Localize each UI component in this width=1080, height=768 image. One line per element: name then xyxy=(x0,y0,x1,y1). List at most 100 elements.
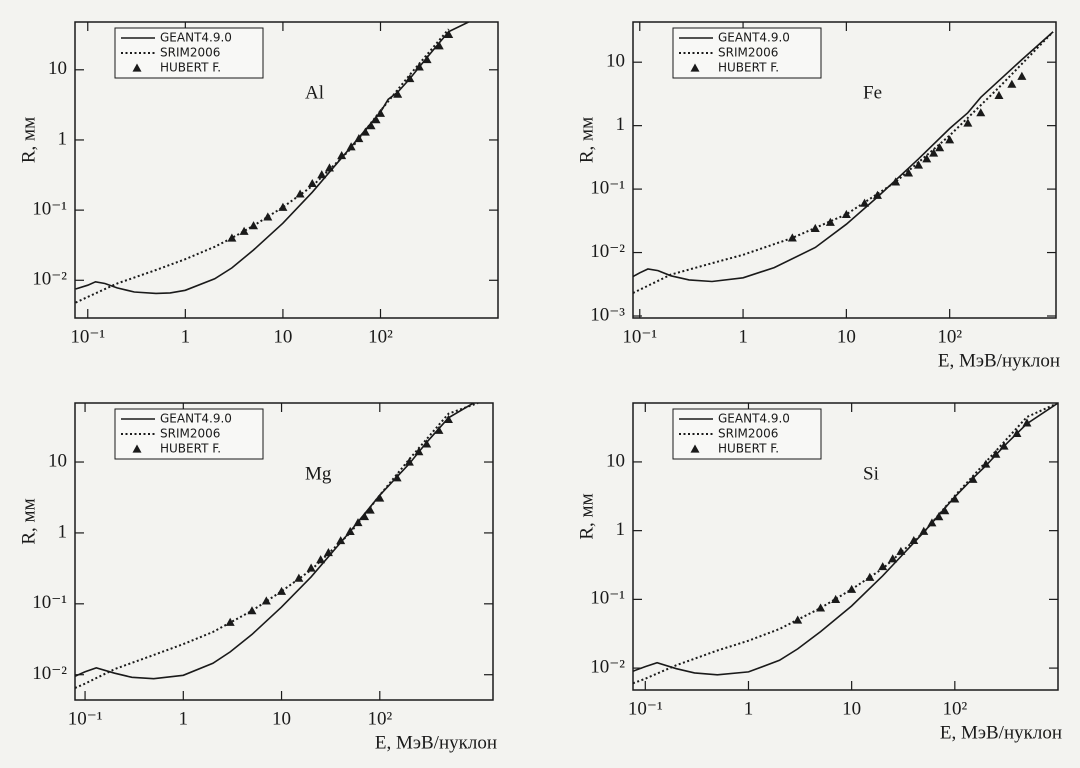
y-tick-label: 1 xyxy=(58,521,68,542)
marker xyxy=(375,493,385,502)
legend-label: SRIM2006 xyxy=(160,427,220,441)
legend-marker xyxy=(690,444,700,453)
x-tick-label: 1 xyxy=(179,708,189,729)
x-tick-label: 10² xyxy=(368,326,393,347)
marker xyxy=(896,546,906,555)
marker xyxy=(392,473,402,482)
legend-label: HUBERT F. xyxy=(160,442,221,456)
x-axis-label: E, МэВ/нуклон xyxy=(940,722,1062,743)
series-line xyxy=(75,22,469,295)
marker xyxy=(935,143,945,152)
marker xyxy=(1007,79,1017,88)
marker xyxy=(847,584,857,593)
plot-frame xyxy=(632,21,1057,319)
x-tick-label: 10 xyxy=(272,708,291,729)
panel-label: Mg xyxy=(305,463,332,484)
marker xyxy=(337,151,347,160)
x-tick-label: 10² xyxy=(367,708,392,729)
legend-label: HUBERT F. xyxy=(718,61,779,75)
y-axis-label: R, мм xyxy=(18,498,39,544)
plot-area xyxy=(633,31,1054,294)
legend-label: GEANT4.9.0 xyxy=(160,412,232,426)
plot-frame xyxy=(74,21,499,319)
marker xyxy=(940,506,950,515)
marker xyxy=(904,168,914,177)
marker xyxy=(976,108,986,117)
y-tick-label: 1 xyxy=(616,114,626,135)
marker xyxy=(927,518,937,527)
marker xyxy=(444,29,454,38)
legend-label: SRIM2006 xyxy=(718,427,778,441)
panel: 10⁻¹ 1 10 10²10⁻²10⁻¹110GEANT4.9.0SRIM2006H… xyxy=(18,402,497,753)
marker xyxy=(336,536,346,545)
marker xyxy=(376,108,386,117)
marker xyxy=(294,573,304,582)
x-tick-label: 1 xyxy=(744,698,754,719)
marker xyxy=(365,505,375,514)
marker xyxy=(860,198,870,207)
y-axis-label: R, мм xyxy=(18,117,39,163)
x-tick-label: 10⁻¹ xyxy=(628,698,663,719)
y-tick-label: 1 xyxy=(58,128,68,149)
marker xyxy=(345,526,355,536)
x-axis-label: E, МэВ/нуклон xyxy=(938,350,1060,371)
marker xyxy=(261,596,271,605)
marker xyxy=(929,148,939,157)
y-tick-label: 10⁻² xyxy=(32,269,67,290)
marker xyxy=(991,449,1001,458)
marker xyxy=(1022,418,1032,427)
y-tick-label: 10 xyxy=(606,450,625,471)
marker xyxy=(825,217,835,226)
x-tick-label: 10⁻¹ xyxy=(68,708,103,729)
marker xyxy=(366,121,376,130)
x-tick-label: 10 xyxy=(837,326,856,347)
y-tick-label: 10 xyxy=(48,58,67,79)
marker xyxy=(950,494,960,503)
y-tick-label: 10⁻² xyxy=(590,241,625,262)
marker xyxy=(968,474,978,483)
marker xyxy=(914,160,924,169)
panel-label: Fe xyxy=(863,82,882,103)
marker xyxy=(360,512,370,521)
marker xyxy=(872,190,882,199)
marker xyxy=(909,535,919,545)
legend-marker xyxy=(132,444,142,453)
legend-label: GEANT4.9.0 xyxy=(718,31,790,45)
panel-label: Si xyxy=(863,463,879,484)
legend-label: GEANT4.9.0 xyxy=(160,31,232,45)
marker xyxy=(393,89,403,98)
series-line xyxy=(633,31,1054,283)
marker xyxy=(316,555,326,564)
marker xyxy=(371,115,381,124)
marker xyxy=(1012,428,1022,438)
x-tick-label: 10⁻¹ xyxy=(70,326,105,347)
marker xyxy=(346,142,356,151)
marker xyxy=(353,518,363,527)
marker xyxy=(434,41,444,50)
marker xyxy=(963,118,973,127)
x-tick-label: 1 xyxy=(181,326,191,347)
y-tick-label: 10⁻¹ xyxy=(590,177,625,198)
marker xyxy=(278,202,288,211)
x-tick-label: 10 xyxy=(842,698,861,719)
legend-marker xyxy=(132,63,142,72)
marker xyxy=(1017,71,1027,80)
marker xyxy=(878,562,888,571)
marker xyxy=(994,90,1004,99)
legend-label: SRIM2006 xyxy=(718,46,778,60)
plot-area xyxy=(75,403,479,689)
marker xyxy=(247,606,257,615)
legend-label: HUBERT F. xyxy=(718,442,779,456)
marker xyxy=(404,457,414,466)
marker xyxy=(414,447,424,456)
plot-area xyxy=(633,403,1058,685)
marker xyxy=(414,62,424,71)
y-axis-label: R, мм xyxy=(576,493,597,539)
marker xyxy=(443,414,453,423)
marker xyxy=(422,55,432,64)
panel: 10⁻¹ 1 10 10²10⁻²10⁻¹110GEANT4.9.0SRIM2006H… xyxy=(576,402,1062,743)
y-tick-label: 10⁻¹ xyxy=(590,588,625,609)
marker xyxy=(225,617,235,626)
marker xyxy=(249,221,259,230)
